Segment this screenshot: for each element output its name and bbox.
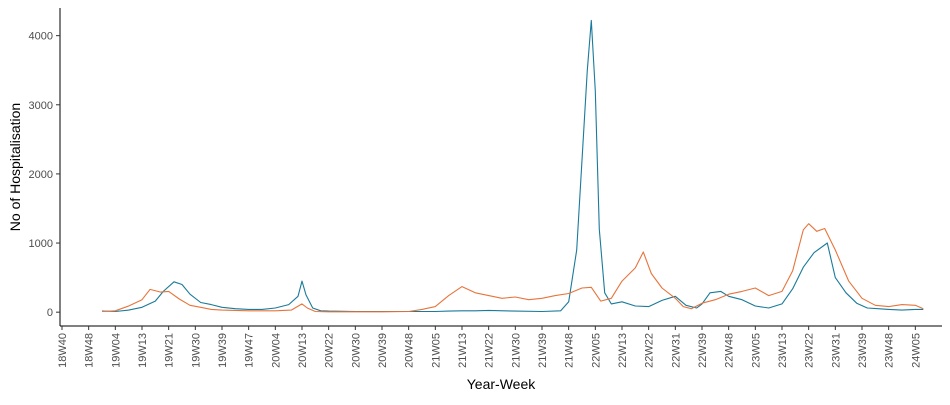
x-tick-label: 20W39	[377, 333, 389, 368]
x-tick-label: 21W22	[484, 333, 496, 368]
x-tick-label: 23W48	[884, 333, 896, 368]
y-axis-title: No of Hospitalisation	[7, 103, 23, 231]
x-tick-label: 19W13	[137, 333, 149, 368]
x-tick-label: 19W47	[244, 333, 256, 368]
x-tick-label: 20W48	[404, 333, 416, 368]
x-tick-label: 20W30	[350, 333, 362, 368]
series-line-2	[101, 223, 924, 313]
x-tick-label: 24W05	[910, 333, 922, 368]
y-tick-label: 0	[47, 307, 53, 319]
x-tick-label: 21W30	[510, 333, 522, 368]
y-tick-label: 2000	[29, 169, 53, 181]
series-lines	[101, 19, 924, 313]
x-tick-label: 19W39	[217, 333, 229, 368]
x-tick-label: 21W13	[457, 333, 469, 368]
y-tick-label: 1000	[29, 238, 53, 250]
x-tick-label: 20W22	[324, 333, 336, 368]
x-tick-label: 23W22	[804, 333, 816, 368]
x-tick-label: 19W30	[190, 333, 202, 368]
x-tick-label: 22W39	[697, 333, 709, 368]
x-tick-label: 23W13	[777, 333, 789, 368]
x-tick-label: 23W05	[750, 333, 762, 368]
axes	[59, 8, 942, 327]
x-tick-label: 21W48	[564, 333, 576, 368]
x-tick-label: 23W39	[857, 333, 869, 368]
x-tick-label: 18W40	[57, 333, 69, 368]
x-tick-label: 18W48	[84, 333, 96, 368]
x-tick-label: 22W31	[670, 333, 682, 368]
x-tick-label: 22W22	[644, 333, 656, 368]
x-tick-label: 22W48	[724, 333, 736, 368]
x-tick-label: 23W31	[830, 333, 842, 368]
x-axis-title: Year-Week	[467, 376, 536, 392]
y-tick-label: 3000	[29, 100, 53, 112]
x-tick-label: 20W04	[270, 333, 282, 368]
y-ticks: 0 1000 2000 3000 4000	[29, 31, 60, 319]
x-tick-label: 19W04	[110, 333, 122, 368]
x-tick-label: 22W05	[590, 333, 602, 368]
x-tick-label: 22W13	[617, 333, 629, 368]
x-tick-label: 21W05	[430, 333, 442, 368]
x-tick-label: 21W39	[537, 333, 549, 368]
x-ticks: 18W40 18W48 19W04 19W13 19W21 19W30 19W39 19W47…	[57, 326, 922, 368]
y-tick-label: 4000	[29, 31, 53, 43]
x-tick-label: 20W13	[297, 333, 309, 368]
series-line-1	[101, 19, 924, 313]
x-tick-label: 19W21	[164, 333, 176, 368]
